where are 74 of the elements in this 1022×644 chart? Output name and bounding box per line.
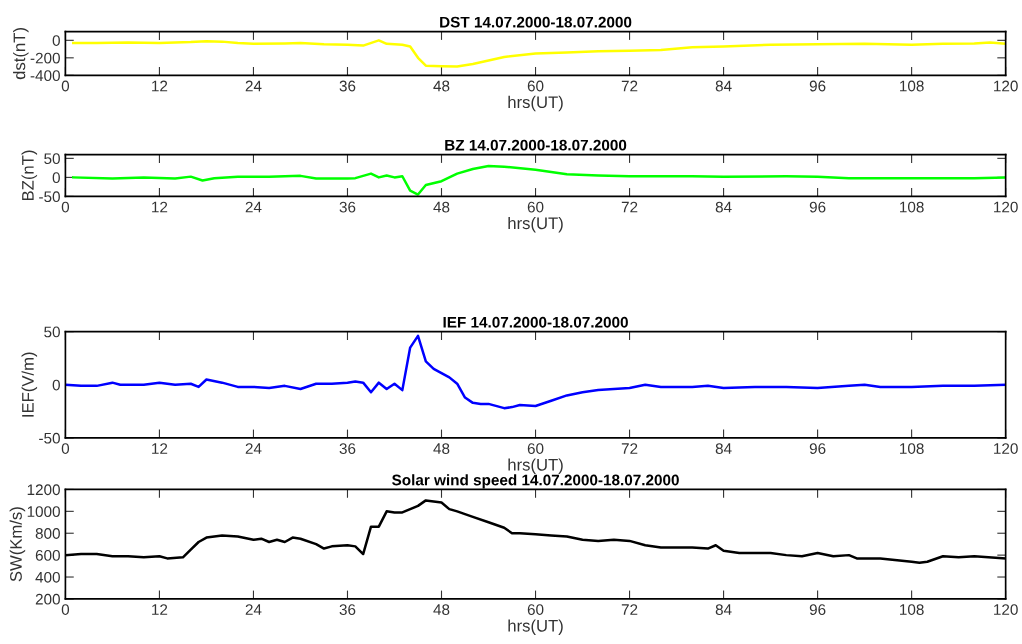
- x-tick-label: 60: [527, 604, 544, 615]
- x-tick-label: 48: [433, 80, 450, 92]
- x-tick-label: 96: [809, 201, 826, 213]
- y-tick-label: 50: [44, 153, 60, 165]
- x-tick-label: 72: [621, 80, 638, 92]
- y-tick-label: 50: [44, 326, 60, 338]
- x-tick-label: 84: [715, 443, 732, 454]
- x-tick-label: 60: [527, 443, 544, 454]
- y-tick-label: 200: [35, 593, 60, 605]
- x-tick-label: 120: [994, 604, 1018, 615]
- y-tick-label: -400: [30, 70, 60, 82]
- x-tick-label: 24: [245, 201, 262, 213]
- y-axis-title: BZ(nT): [21, 150, 38, 201]
- x-tick-label: 36: [339, 443, 356, 454]
- x-tick-label: 72: [621, 604, 638, 615]
- x-tick-label: 48: [433, 604, 450, 615]
- x-tick-label: 12: [152, 604, 168, 615]
- y-tick-label: -50: [39, 191, 60, 203]
- x-tick-label: 24: [245, 443, 262, 454]
- x-tick-label: 72: [621, 443, 638, 454]
- y-tick-label: 0: [52, 172, 60, 184]
- x-tick-label: 96: [809, 443, 826, 454]
- chart-title: IEF 14.07.2000-18.07.2000: [443, 316, 628, 328]
- y-tick-label: 800: [35, 528, 60, 539]
- chart-title: Solar wind speed 14.07.2000-18.07.2000: [392, 474, 679, 489]
- x-tick-label: 0: [61, 604, 70, 615]
- chart-title: DST 14.07.2000-18.07.2000: [440, 16, 632, 28]
- x-tick-label: 48: [433, 443, 450, 454]
- x-tick-label: 12: [152, 201, 168, 213]
- x-tick-label: 84: [715, 604, 732, 615]
- y-tick-label: 400: [35, 571, 60, 583]
- x-axis-title: hrs(UT): [508, 619, 563, 635]
- x-tick-label: 84: [715, 201, 732, 213]
- x-tick-label: 12: [152, 443, 168, 454]
- line-series: [71, 164, 1006, 196]
- line-series: [71, 39, 1006, 68]
- line-series: [65, 334, 1006, 410]
- x-tick-label: 60: [527, 201, 544, 213]
- x-axis-title: hrs(UT): [508, 216, 563, 233]
- x-tick-label: 0: [61, 443, 70, 454]
- x-axis-title: hrs(UT): [508, 458, 563, 474]
- x-tick-label: 108: [900, 80, 924, 92]
- y-axis-title: IEF(V/m): [21, 352, 38, 417]
- y-tick-label: 600: [35, 550, 60, 561]
- x-tick-label: 120: [994, 80, 1018, 92]
- y-tick-label: 1200: [27, 484, 60, 496]
- x-tick-label: 24: [245, 80, 262, 92]
- x-tick-label: 36: [339, 604, 356, 615]
- x-tick-label: 60: [527, 80, 544, 92]
- y-tick-label: 1000: [27, 506, 60, 518]
- x-tick-label: 72: [621, 201, 638, 213]
- x-tick-label: 96: [809, 604, 826, 615]
- x-tick-label: 48: [433, 201, 450, 213]
- x-tick-label: 108: [900, 201, 924, 213]
- y-tick-label: -50: [39, 432, 60, 444]
- y-axis-title: dst(nT): [13, 28, 29, 80]
- y-tick-label: 0: [52, 379, 60, 391]
- x-tick-label: 12: [152, 80, 168, 92]
- chart-title: BZ 14.07.2000-18.07.2000: [445, 139, 627, 151]
- x-tick-label: 0: [61, 201, 70, 213]
- x-tick-label: 24: [245, 604, 262, 615]
- x-tick-label: 36: [339, 80, 356, 92]
- x-tick-label: 108: [900, 604, 924, 615]
- x-axis-title: hrs(UT): [508, 95, 563, 112]
- x-tick-label: 120: [994, 201, 1018, 213]
- x-tick-label: 108: [900, 443, 924, 454]
- x-tick-label: 0: [61, 80, 70, 92]
- x-tick-label: 96: [809, 80, 826, 92]
- x-tick-label: 36: [339, 201, 356, 213]
- x-tick-label: 120: [994, 443, 1018, 454]
- y-tick-label: -200: [30, 52, 60, 64]
- y-axis-title: SW(Km/s): [9, 507, 26, 582]
- x-tick-label: 84: [715, 80, 732, 92]
- y-tick-label: 0: [52, 35, 60, 46]
